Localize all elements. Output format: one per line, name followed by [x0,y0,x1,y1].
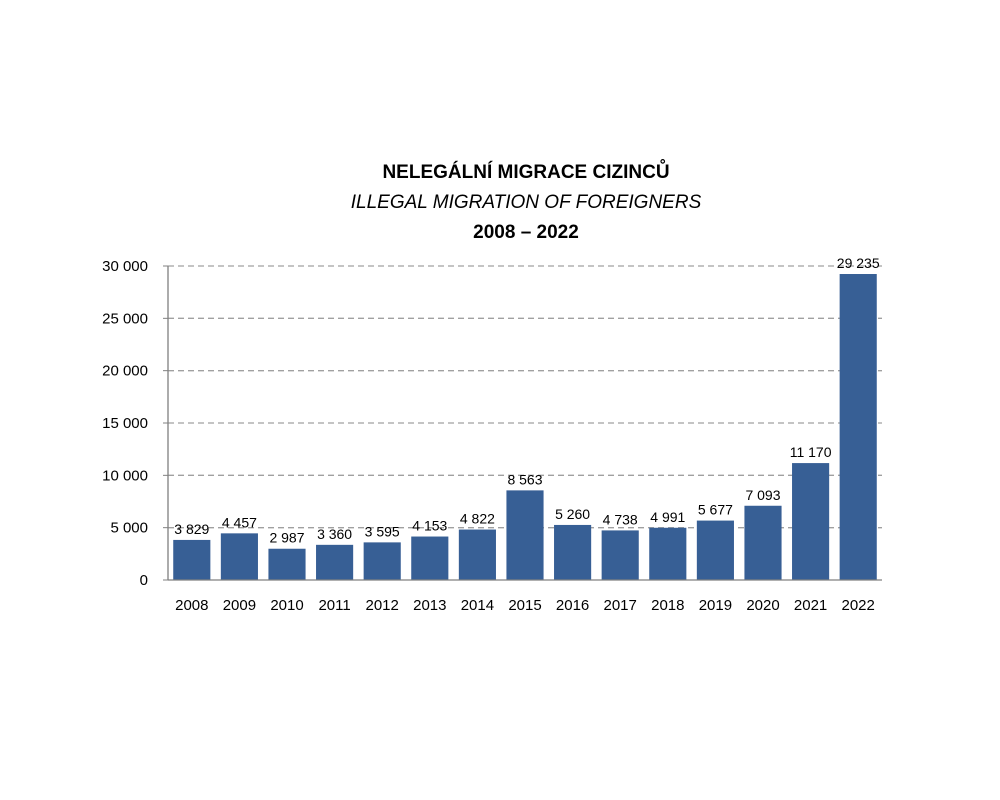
data-label: 2 987 [269,530,304,546]
x-tick-label: 2013 [413,597,446,614]
bar-2011 [316,544,354,580]
x-tick-label: 2010 [270,597,303,614]
y-tick-label: 25 000 [102,310,148,327]
y-tick-label: 30 000 [102,258,148,275]
chart-subtitle: ILLEGAL MIGRATION OF FOREIGNERS [350,192,702,213]
data-label: 11 170 [790,444,832,460]
bar-2016 [554,524,592,580]
bar-2012 [363,542,401,580]
y-tick-label: 0 [140,572,148,589]
chart-titles: NELEGÁLNÍ MIGRACE CIZINCŮ ILLEGAL MIGRAT… [0,158,1000,248]
data-label: 5 260 [555,506,590,522]
x-tick-label: 2011 [318,597,350,614]
data-label: 3 829 [174,521,209,537]
data-label: 4 738 [603,511,638,527]
bar-2020 [744,505,782,580]
bar-2010 [268,548,306,580]
data-label: 7 093 [745,487,780,503]
x-tick-label: 2016 [556,597,589,614]
x-tick-label: 2009 [223,597,256,614]
x-tick-label: 2020 [746,597,779,614]
data-label: 3 595 [365,523,400,539]
bar-2019 [696,520,734,580]
bar-2015 [506,490,544,580]
data-label: 4 822 [460,511,495,527]
x-tick-label: 2012 [366,597,399,614]
x-tick-label: 2022 [842,597,875,614]
bar-2009 [220,533,258,580]
x-tick-label: 2021 [794,597,827,614]
bar-2013 [411,536,449,580]
x-tick-label: 2008 [175,597,208,614]
y-tick-label: 15 000 [102,415,148,432]
data-label: 3 360 [317,526,352,542]
data-label: 4 153 [412,518,447,534]
bar-2022 [839,274,877,580]
chart-period: 2008 – 2022 [473,222,579,243]
y-tick-label: 10 000 [102,467,148,484]
data-label: 4 457 [222,514,257,530]
x-tick-label: 2014 [461,597,494,614]
bar-2021 [792,463,830,580]
bar-2008 [173,539,211,580]
data-label: 29 235 [837,255,880,271]
bar-2018 [649,527,687,580]
data-label: 5 677 [698,502,733,518]
bar-2017 [601,530,639,580]
data-label: 8 563 [507,471,542,487]
x-tick-label: 2015 [508,597,541,614]
bar-2014 [458,529,496,580]
data-label: 4 991 [650,509,685,525]
y-tick-label: 20 000 [102,363,148,380]
x-tick-label: 2019 [699,597,732,614]
chart-title: NELEGÁLNÍ MIGRACE CIZINCŮ [382,162,670,183]
x-tick-label: 2018 [651,597,684,614]
x-tick-label: 2017 [604,597,637,614]
y-tick-label: 5 000 [110,520,148,537]
